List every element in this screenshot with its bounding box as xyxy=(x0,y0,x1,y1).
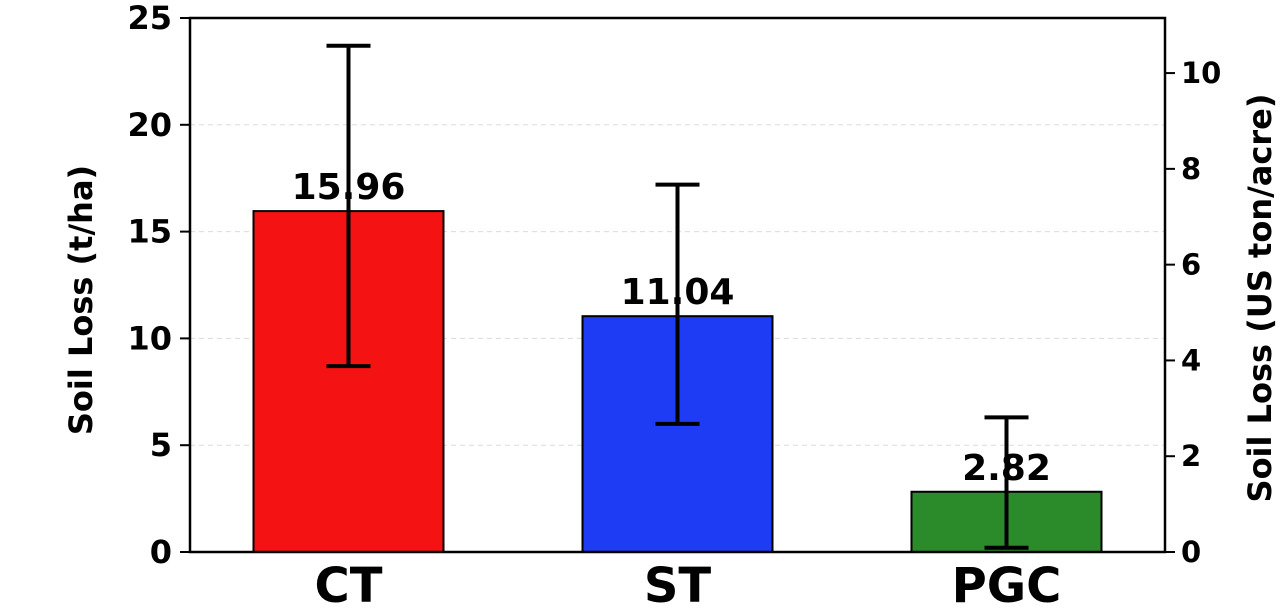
y-tick-label-left: 25 xyxy=(127,0,172,37)
axes xyxy=(180,16,1175,554)
y-tick-label-left: 10 xyxy=(127,319,172,357)
tick-labels: 0 5 10 15 20 25 0 2 4 6 8 10 CT ST PGC xyxy=(127,0,1221,614)
data-label-ct: 15.96 xyxy=(292,167,406,208)
error-bars xyxy=(326,43,1029,550)
y-axis-title-left: Soil Loss (t/ha) xyxy=(62,165,100,435)
x-tick-label-ct: CT xyxy=(315,558,383,614)
data-label-pgc: 2.82 xyxy=(962,448,1051,489)
y-tick-label-left: 5 xyxy=(150,426,172,464)
data-label-st: 11.04 xyxy=(621,272,735,313)
x-tick-label-pgc: PGC xyxy=(952,558,1062,614)
y-tick-label-right: 8 xyxy=(1181,152,1201,186)
y-tick-label-left: 0 xyxy=(150,533,172,571)
x-tick-label-st: ST xyxy=(644,558,712,614)
y-axis-title-right: Soil Loss (US ton/acre) xyxy=(1241,94,1279,503)
y-tick-label-left: 15 xyxy=(127,213,172,251)
plot-frame xyxy=(188,16,1167,554)
y-tick-label-right: 10 xyxy=(1181,56,1221,90)
y-tick-label-right: 2 xyxy=(1181,439,1201,473)
y-tick-label-left: 20 xyxy=(127,106,172,144)
y-tick-label-right: 0 xyxy=(1181,535,1201,569)
data-labels: 15.96 11.04 2.82 xyxy=(292,167,1051,489)
y-tick-label-right: 6 xyxy=(1181,248,1201,282)
y-tick-label-right: 4 xyxy=(1181,343,1201,377)
